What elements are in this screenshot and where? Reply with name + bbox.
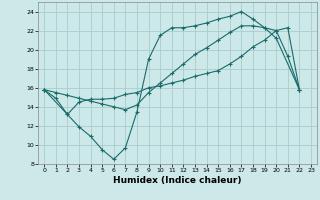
X-axis label: Humidex (Indice chaleur): Humidex (Indice chaleur) bbox=[113, 176, 242, 185]
